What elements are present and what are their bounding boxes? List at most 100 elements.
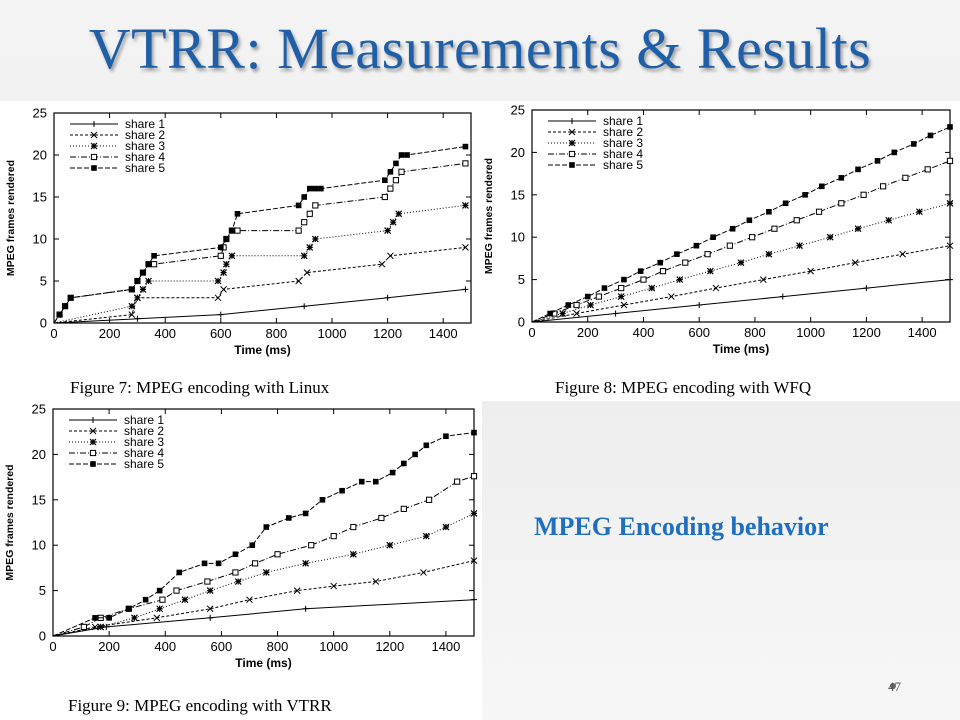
x-tick-label: 800 <box>744 325 766 340</box>
data-point <box>295 277 302 285</box>
data-point <box>306 210 313 217</box>
slide-number: 47 <box>888 679 901 694</box>
slide-title: VTRR: Measurements & Results <box>88 16 872 81</box>
legend-marker-5 <box>90 461 96 467</box>
chart-panel-wfq: 0 200 400 600 800 1000 1200 1400 0 5 10 15 20 25 Time … <box>481 101 960 401</box>
series-3 <box>52 509 478 637</box>
y-tick-label: 20 <box>32 447 46 462</box>
x-tick-label: 0 <box>50 326 57 341</box>
y-tick-label: 20 <box>33 148 47 163</box>
data-point <box>125 605 132 612</box>
data-point <box>422 532 430 540</box>
series-line-5 <box>52 432 475 637</box>
legend-label-5: share 5 <box>125 161 165 175</box>
data-point <box>295 202 302 209</box>
figure-caption-linux: Figure 7: MPEG encoding with Linux <box>70 378 330 397</box>
series-line-3 <box>531 202 951 323</box>
x-tick-label: 800 <box>266 326 288 341</box>
series-line-2 <box>53 246 466 324</box>
data-point <box>295 227 302 234</box>
legend-marker-3 <box>89 438 97 446</box>
legend-marker-1 <box>569 118 575 124</box>
data-point <box>854 225 862 233</box>
data-point <box>176 569 183 576</box>
data-point <box>339 487 345 494</box>
data-point <box>601 285 608 291</box>
data-point <box>746 217 753 224</box>
data-point <box>423 442 430 449</box>
data-point <box>232 569 239 576</box>
data-point <box>442 523 450 531</box>
x-tick-label: 800 <box>267 639 289 654</box>
data-point <box>404 152 410 158</box>
data-point <box>306 185 313 192</box>
data-point <box>386 541 394 549</box>
x-tick-label: 600 <box>688 325 710 340</box>
data-point <box>946 157 954 164</box>
plot-frame <box>531 109 951 323</box>
chart-linux: 0 200 400 600 800 1000 1200 1400 0 5 10 15 20 25 Time … <box>5 106 472 357</box>
data-point <box>802 192 808 198</box>
legend-label-4: share 4 <box>603 147 643 161</box>
series-3 <box>531 199 954 323</box>
data-point <box>796 242 803 250</box>
series-5 <box>531 124 953 323</box>
data-point <box>704 251 711 258</box>
series-2 <box>531 242 954 323</box>
data-point <box>274 551 281 558</box>
data-point <box>207 614 214 621</box>
data-point <box>471 596 477 603</box>
data-point <box>910 141 917 147</box>
series-3 <box>53 201 469 324</box>
data-point <box>612 310 619 317</box>
data-point <box>807 267 815 275</box>
series-line-4 <box>53 162 466 324</box>
data-point <box>159 596 166 603</box>
x-tick-label: 600 <box>211 639 233 654</box>
data-point <box>384 227 392 235</box>
data-point <box>293 587 301 594</box>
legend-label-5: share 5 <box>603 158 643 172</box>
data-point <box>620 301 628 309</box>
data-point <box>151 253 157 259</box>
data-point <box>863 285 870 292</box>
data-point <box>737 259 745 267</box>
figure-caption-wfq: Figure 8: MPEG encoding with WFQ <box>555 378 812 397</box>
y-tick-label: 25 <box>33 106 47 121</box>
data-point <box>621 276 627 283</box>
y-tick-label: 0 <box>39 629 46 644</box>
series-5 <box>52 429 477 637</box>
x-tick-label: 600 <box>210 326 232 341</box>
legend-label-1: share 1 <box>125 117 165 131</box>
data-point <box>128 302 136 310</box>
data-point <box>547 310 553 317</box>
data-point <box>462 160 469 167</box>
data-point <box>223 236 230 242</box>
data-point <box>181 596 189 604</box>
legend-label-4: share 4 <box>124 446 164 460</box>
data-point <box>393 160 399 167</box>
y-tick-label: 5 <box>40 274 47 289</box>
data-point <box>201 560 208 567</box>
legend-label-2: share 2 <box>603 125 643 139</box>
data-point <box>134 315 141 322</box>
legend-label-1: share 1 <box>124 413 164 427</box>
data-point <box>387 169 394 175</box>
x-tick-label: 1200 <box>375 639 404 654</box>
data-point <box>443 433 449 440</box>
x-tick-label: 400 <box>633 325 655 340</box>
data-point <box>387 252 394 260</box>
legend-label-3: share 3 <box>603 136 643 150</box>
series-1 <box>53 286 469 324</box>
y-tick-label: 5 <box>39 583 46 598</box>
data-point <box>618 284 625 292</box>
x-tick-label: 200 <box>98 639 120 654</box>
x-tick-label: 1000 <box>319 639 348 654</box>
data-point <box>384 294 391 301</box>
data-point <box>129 286 135 293</box>
data-point <box>139 285 147 293</box>
data-point <box>301 194 307 200</box>
legend-marker-5 <box>569 162 575 168</box>
